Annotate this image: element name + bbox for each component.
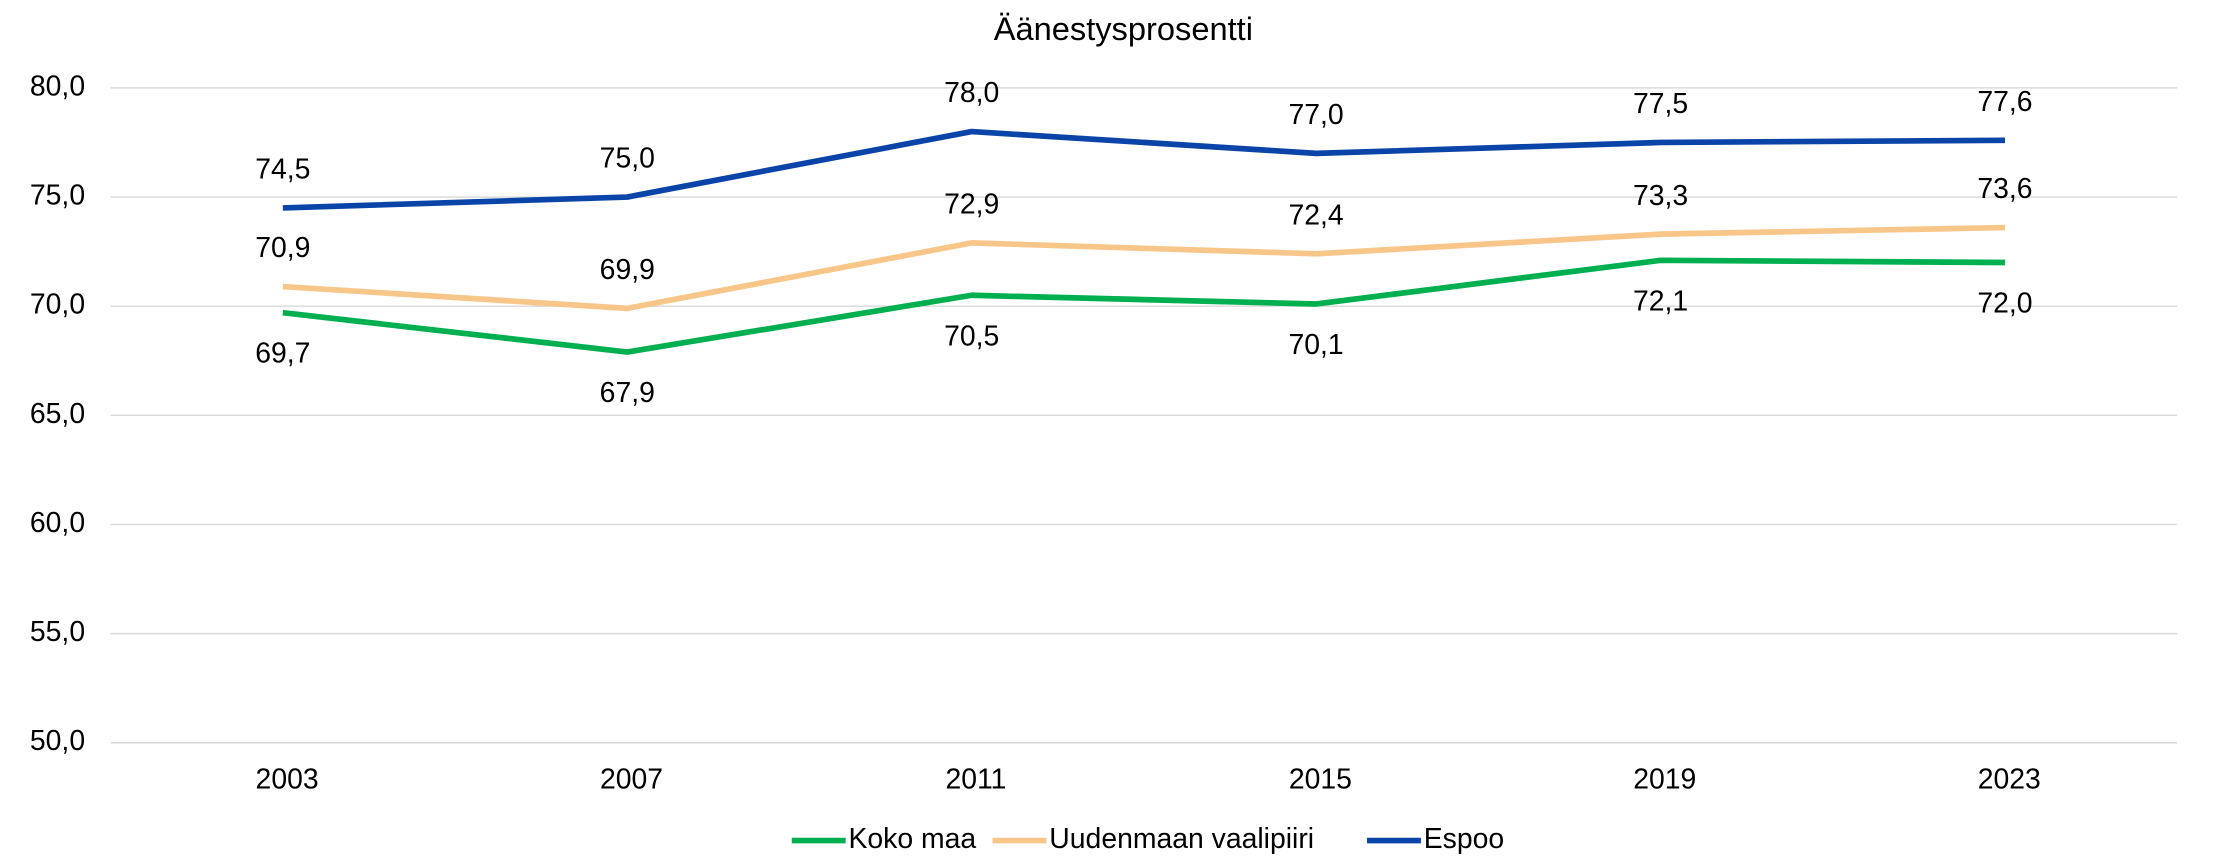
line: [282, 257, 2005, 355]
data-label: 73,3: [1633, 180, 1688, 212]
data-label: 74,5: [255, 154, 310, 186]
data-label: 70,9: [255, 232, 310, 264]
legend-label: Uudenmaan vaalipiiri: [1049, 823, 1314, 855]
data-label: 72,0: [1977, 288, 2032, 320]
data-label: 72,4: [1289, 199, 1344, 231]
data-label: 78,0: [944, 77, 999, 109]
line: [282, 128, 2005, 211]
x-tick-label: 2019: [1633, 764, 1696, 796]
data-label: 69,9: [600, 254, 655, 286]
y-tick-label: 65,0: [30, 398, 85, 430]
x-tick-label: 2023: [1978, 764, 2041, 796]
data-label: 77,5: [1633, 88, 1688, 120]
y-tick-label: 60,0: [30, 507, 85, 539]
x-tick-label: 2003: [256, 764, 319, 796]
data-label: 73,6: [1977, 173, 2032, 205]
data-label: 69,7: [255, 338, 310, 370]
y-tick-label: 50,0: [30, 725, 85, 757]
data-label: 77,0: [1289, 99, 1344, 131]
y-tick-label: 70,0: [30, 289, 85, 321]
data-label: 77,6: [1977, 86, 2032, 118]
data-label: 67,9: [600, 377, 655, 409]
y-tick-label: 75,0: [30, 180, 85, 212]
x-tick-label: 2015: [1289, 764, 1352, 796]
y-tick-label: 80,0: [30, 70, 85, 102]
data-label: 75,0: [600, 143, 655, 175]
line: [282, 224, 2006, 312]
legend-label: Koko maa: [848, 823, 976, 855]
x-tick-label: 2007: [600, 764, 663, 796]
x-tick-label: 2011: [945, 764, 1006, 796]
data-label: 70,1: [1289, 329, 1344, 361]
chart-title: Äänestysprosentti: [994, 10, 1253, 47]
data-label: 70,5: [944, 320, 999, 352]
data-label: 72,1: [1633, 285, 1688, 317]
data-label: 72,9: [944, 189, 999, 221]
legend-label: Espoo: [1424, 823, 1504, 855]
y-tick-label: 55,0: [30, 616, 85, 648]
